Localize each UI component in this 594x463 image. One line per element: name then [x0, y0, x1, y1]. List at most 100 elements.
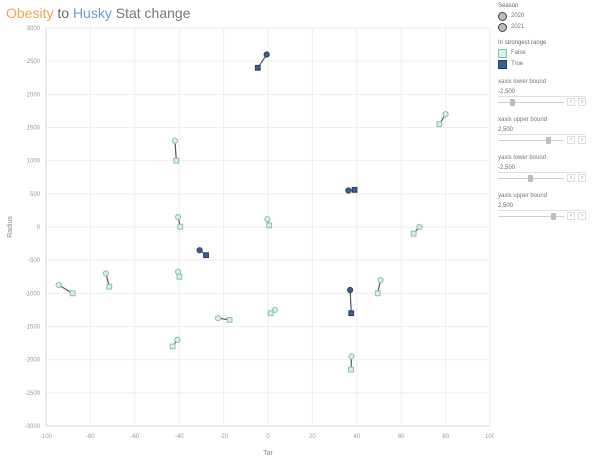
start-point-circle — [196, 247, 203, 254]
title-part-c: Husky — [72, 5, 112, 21]
circle-marker-icon — [498, 11, 507, 21]
start-point-circle — [174, 268, 182, 275]
control-value-field[interactable]: 2,500 — [498, 202, 586, 211]
end-point-square — [436, 121, 443, 128]
x-tick-label: 100 — [485, 434, 494, 440]
x-tick-label: -60 — [130, 434, 139, 440]
title-part-d: Stat change — [111, 5, 191, 21]
color-legend-item[interactable]: False — [498, 48, 594, 58]
side-panel: Season 2020 2021 In strongest range Fals… — [496, 0, 594, 463]
x-tick-label: -100 — [40, 434, 53, 440]
control-value-field[interactable]: -2,500 — [498, 88, 586, 97]
x-tick-label: 0 — [266, 434, 270, 440]
end-point-square — [176, 273, 183, 280]
start-point-circle — [174, 213, 182, 221]
control-slider-row: ‹ › — [498, 173, 586, 183]
slider-track[interactable] — [498, 174, 564, 182]
x-tick-label: -80 — [86, 434, 95, 440]
slider-knob[interactable] — [550, 212, 556, 220]
x-tick-label: -20 — [219, 434, 228, 440]
end-point-square — [267, 310, 274, 317]
end-point-square — [348, 310, 355, 317]
control-xaxis-upper: xaxis upper bound 2,500 ‹ › — [496, 117, 594, 145]
square-marker-icon — [498, 59, 507, 69]
step-up-button[interactable]: › — [578, 174, 586, 182]
step-down-button[interactable]: ‹ — [567, 98, 575, 106]
step-down-button[interactable]: ‹ — [567, 136, 575, 144]
end-point-square — [169, 343, 176, 350]
slider-track[interactable] — [498, 136, 564, 144]
end-point-square — [203, 252, 209, 259]
y-tick-label: -1000 — [25, 291, 41, 297]
start-point-circle — [174, 336, 181, 343]
color-legend-title: In strongest range — [498, 40, 547, 46]
end-point-square — [374, 290, 381, 297]
x-tick-label: 20 — [309, 434, 316, 440]
start-point-circle — [102, 270, 110, 277]
x-tick-label: -40 — [175, 434, 184, 440]
start-point-circle — [271, 306, 278, 314]
scatter-chart[interactable]: 300025002000150010005000-500-1000-1500-2… — [0, 24, 494, 463]
end-point-square — [226, 316, 233, 323]
step-up-button[interactable]: › — [578, 212, 586, 220]
y-tick-label: 1500 — [27, 126, 41, 132]
y-tick-label: 3000 — [27, 26, 41, 32]
control-yaxis-upper: yaxis upper bound 2,500 ‹ › — [496, 193, 594, 221]
x-tick-label: 80 — [442, 434, 449, 440]
connector-line — [174, 140, 177, 161]
control-label: xaxis upper bound — [498, 117, 548, 123]
slider-knob[interactable] — [545, 136, 551, 144]
end-point-square — [177, 223, 184, 230]
y-axis-title: Radius — [7, 216, 14, 238]
end-point-square — [348, 366, 354, 373]
step-down-button[interactable]: ‹ — [567, 212, 575, 220]
step-up-button[interactable]: › — [578, 136, 586, 144]
slider-knob[interactable] — [509, 98, 515, 106]
x-tick-label: 60 — [398, 434, 405, 440]
slider-track[interactable] — [498, 212, 564, 220]
control-xaxis-lower: xaxis lower bound -2,500 ‹ › — [496, 79, 594, 107]
color-legend-item[interactable]: True — [498, 59, 594, 69]
slider-knob[interactable] — [527, 174, 533, 182]
start-point-circle — [171, 137, 179, 144]
square-marker-icon — [498, 48, 507, 58]
y-tick-label: 1000 — [27, 159, 41, 165]
y-tick-label: 0 — [37, 225, 41, 231]
step-down-button[interactable]: ‹ — [567, 174, 575, 182]
start-point-circle — [264, 215, 271, 223]
size-legend-item[interactable]: 2020 — [498, 11, 594, 21]
slider-track[interactable] — [498, 98, 564, 106]
end-point-square — [410, 230, 417, 237]
control-yaxis-lower: yaxis lower bound -2,500 ‹ › — [496, 155, 594, 183]
color-legend-label: True — [511, 61, 524, 67]
control-slider-row: ‹ › — [498, 135, 586, 145]
x-axis-title: Tar — [263, 450, 273, 457]
start-point-circle — [55, 281, 62, 289]
circle-marker-icon — [498, 22, 507, 32]
end-point-square — [69, 290, 76, 297]
plot-area[interactable]: 3000 2500 2000 1500 1000 500 0 -500 -1000 -1500 -2… — [0, 24, 494, 463]
size-legend-label: 2021 — [511, 24, 525, 30]
control-label: xaxis lower bound — [498, 79, 547, 85]
size-legend-label: 2020 — [511, 13, 525, 19]
title-part-a: Obesity — [6, 5, 54, 21]
control-label: yaxis lower bound — [498, 155, 547, 161]
title-part-b: to — [53, 5, 73, 21]
x-tick-label: 40 — [353, 434, 360, 440]
y-tick-label: 2500 — [27, 59, 41, 65]
color-legend-label: False — [511, 50, 526, 56]
control-label: yaxis upper bound — [498, 193, 548, 199]
y-tick-label: -500 — [28, 258, 41, 264]
start-point-circle — [263, 51, 270, 58]
control-value-field[interactable]: -2,500 — [498, 164, 586, 173]
start-point-circle — [347, 286, 354, 294]
connector-line — [349, 289, 352, 314]
start-point-circle — [348, 353, 355, 360]
step-up-button[interactable]: › — [578, 98, 586, 106]
start-point-circle — [214, 315, 222, 322]
control-value-field[interactable]: 2,500 — [498, 126, 586, 135]
y-tick-label: 500 — [30, 192, 41, 198]
start-point-circle — [345, 187, 352, 194]
end-point-square — [351, 186, 358, 193]
size-legend-item[interactable]: 2021 — [498, 22, 594, 32]
